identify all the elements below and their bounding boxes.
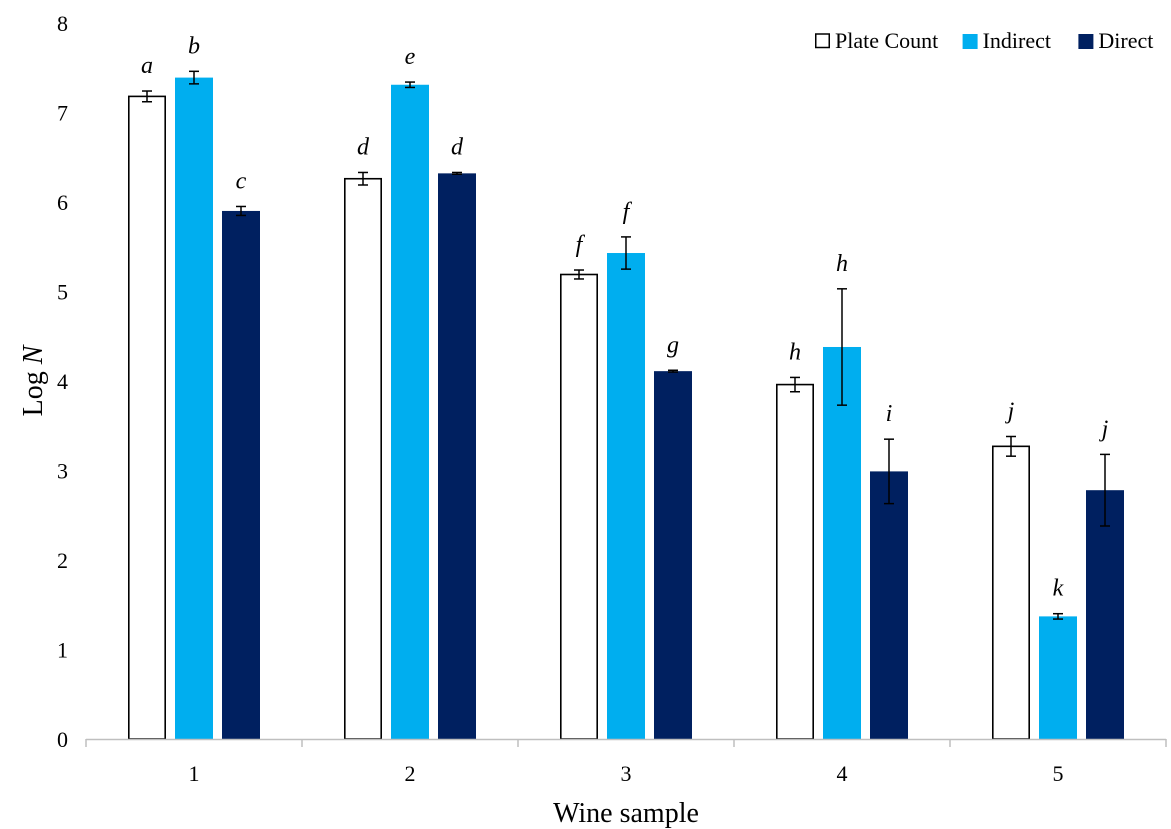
legend-item-plate-count: Plate Count <box>815 28 938 53</box>
bar-plate-count-5 <box>991 445 1030 740</box>
error-bar <box>358 171 368 186</box>
significance-letters: a b c d e d f f g h h i j k j <box>141 33 1109 601</box>
significance-letter: e <box>405 44 416 70</box>
error-bar <box>405 81 415 89</box>
significance-letter: f <box>623 199 633 225</box>
error-bar <box>574 269 584 280</box>
y-tick-label: 7 <box>57 101 68 126</box>
significance-letter: j <box>1005 398 1015 424</box>
significance-letter: b <box>188 33 200 59</box>
error-bar <box>236 205 246 217</box>
bar-plate-count-1 <box>128 95 167 740</box>
bar-plate-count-4 <box>775 383 814 740</box>
y-tick-label: 2 <box>57 548 68 573</box>
significance-letter: f <box>576 232 586 258</box>
legend-swatch <box>1078 34 1094 49</box>
legend-item-indirect: Indirect <box>962 28 1051 53</box>
y-tick-label: 0 <box>57 727 68 752</box>
bar-direct-4 <box>870 471 908 739</box>
bar-indirect-4 <box>823 346 861 739</box>
error-bar <box>1006 435 1016 457</box>
bar-indirect-1 <box>175 77 213 740</box>
error-bar <box>452 171 462 176</box>
legend-swatch <box>815 33 830 49</box>
error-bar <box>621 236 631 270</box>
bar-direct-3 <box>654 371 692 739</box>
bar-indirect-5 <box>1039 616 1077 739</box>
x-tick-label: 3 <box>621 761 632 786</box>
error-bars <box>142 70 1110 620</box>
significance-letter: j <box>1099 416 1109 442</box>
legend-item-direct: Direct <box>1078 28 1153 53</box>
y-tick-label: 3 <box>57 459 68 484</box>
x-tick-label: 1 <box>189 761 200 786</box>
legend-swatch <box>962 34 978 49</box>
legend: Plate Count Indirect Direct <box>815 28 1153 53</box>
significance-letter: d <box>451 134 464 160</box>
legend-label: Direct <box>1098 28 1153 53</box>
bar-direct-5 <box>1086 490 1124 739</box>
significance-letter: d <box>357 134 370 160</box>
y-axis-title-variable: N <box>18 344 49 365</box>
significance-letter: k <box>1053 576 1064 602</box>
x-tick-label: 5 <box>1053 761 1064 786</box>
error-bar <box>189 70 199 85</box>
significance-letter: h <box>836 251 848 277</box>
error-bar <box>1053 612 1063 620</box>
y-tick-label: 6 <box>57 190 68 215</box>
bar-direct-1 <box>222 210 260 739</box>
significance-letter: i <box>886 401 893 427</box>
bar-indirect-3 <box>607 253 645 739</box>
y-tick-label: 5 <box>57 280 68 305</box>
y-tick-label: 4 <box>57 369 68 394</box>
y-axis-ticks: 0 1 2 3 4 5 6 7 8 <box>57 11 68 752</box>
legend-label: Indirect <box>983 28 1051 53</box>
error-bar <box>1100 453 1110 527</box>
significance-letter: a <box>141 53 153 79</box>
error-bar <box>142 90 152 103</box>
significance-letter: g <box>667 332 679 358</box>
error-bar <box>837 288 847 406</box>
y-axis-title-prefix: Log <box>18 364 49 416</box>
significance-letter: c <box>236 168 247 194</box>
x-axis-ticks: 1 2 3 4 5 <box>85 739 1167 786</box>
bar-direct-2 <box>438 173 476 740</box>
significance-letter: h <box>789 339 801 365</box>
bar-indirect-2 <box>391 84 429 739</box>
error-bar <box>884 438 894 505</box>
y-tick-label: 1 <box>57 638 68 663</box>
error-bar <box>790 376 800 393</box>
error-bar <box>668 369 678 373</box>
x-axis-title: Wine sample <box>553 798 699 829</box>
x-tick-label: 2 <box>405 761 416 786</box>
y-tick-label: 8 <box>57 11 68 36</box>
legend-label: Plate Count <box>835 28 938 53</box>
x-tick-label: 4 <box>837 761 848 786</box>
bars <box>128 77 1124 740</box>
bar-plate-count-3 <box>559 273 598 740</box>
bar-plate-count-2 <box>343 177 382 740</box>
y-axis-title: Log N <box>18 344 49 416</box>
